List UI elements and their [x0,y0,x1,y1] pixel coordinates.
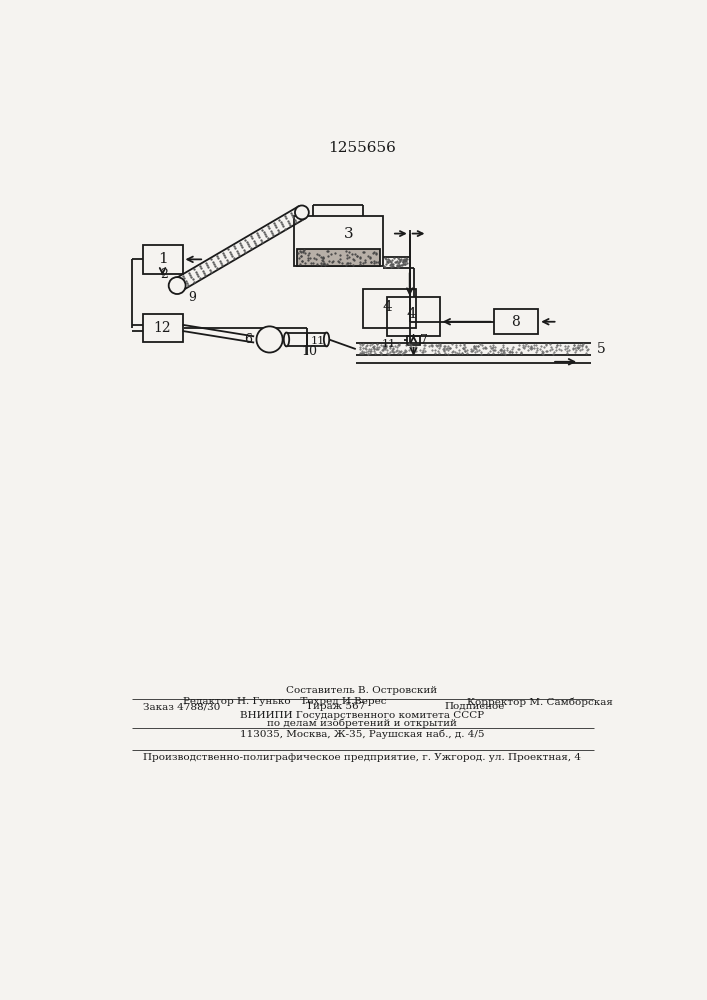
Text: 12: 12 [153,321,171,335]
Bar [387,297,440,336]
Bar [143,245,182,274]
Circle shape [257,326,283,353]
Bar [297,249,380,266]
Text: 8: 8 [512,315,520,329]
Ellipse shape [284,333,289,346]
Text: 1255656: 1255656 [328,141,396,155]
Text: 9: 9 [189,291,197,304]
Text: ВНИИПИ Государственного комитета СССР: ВНИИПИ Государственного комитета СССР [240,711,484,720]
Text: 11: 11 [382,339,396,349]
Text: 4: 4 [406,307,416,321]
Bar [493,309,538,334]
Text: по делам изобретений и открытий: по делам изобретений и открытий [267,718,457,728]
Bar [407,336,421,345]
Bar [286,333,327,346]
Bar [294,216,382,266]
Text: 2: 2 [160,267,168,280]
Text: 113035, Москва, Ж-35, Раушская наб., д. 4/5: 113035, Москва, Ж-35, Раушская наб., д. … [240,729,484,739]
Text: Корректор М. Самборская: Корректор М. Самборская [467,698,613,707]
Text: Производственно-полиграфическое предприятие, г. Ужгород. ул. Проектная, 4: Производственно-полиграфическое предприя… [143,753,580,762]
Text: Редактор Н. Гунько   Техред И.Верес: Редактор Н. Гунько Техред И.Верес [182,698,386,706]
Text: Составитель В. Островский: Составитель В. Островский [286,686,438,695]
Text: 4: 4 [382,300,392,314]
Text: Тираж 567: Тираж 567 [305,702,365,711]
Circle shape [169,277,186,294]
Bar [363,289,416,328]
Text: 7: 7 [420,334,428,347]
Text: Заказ 4788/30: Заказ 4788/30 [143,702,220,711]
Ellipse shape [324,333,329,346]
Text: 11: 11 [310,336,325,346]
Circle shape [295,205,309,219]
Bar [143,314,182,342]
Text: 5: 5 [597,342,606,356]
Text: 1: 1 [158,252,168,266]
Text: Подписное: Подписное [444,702,505,711]
Text: 3: 3 [344,227,354,241]
Text: 6: 6 [245,333,252,346]
Text: 10: 10 [302,345,317,358]
